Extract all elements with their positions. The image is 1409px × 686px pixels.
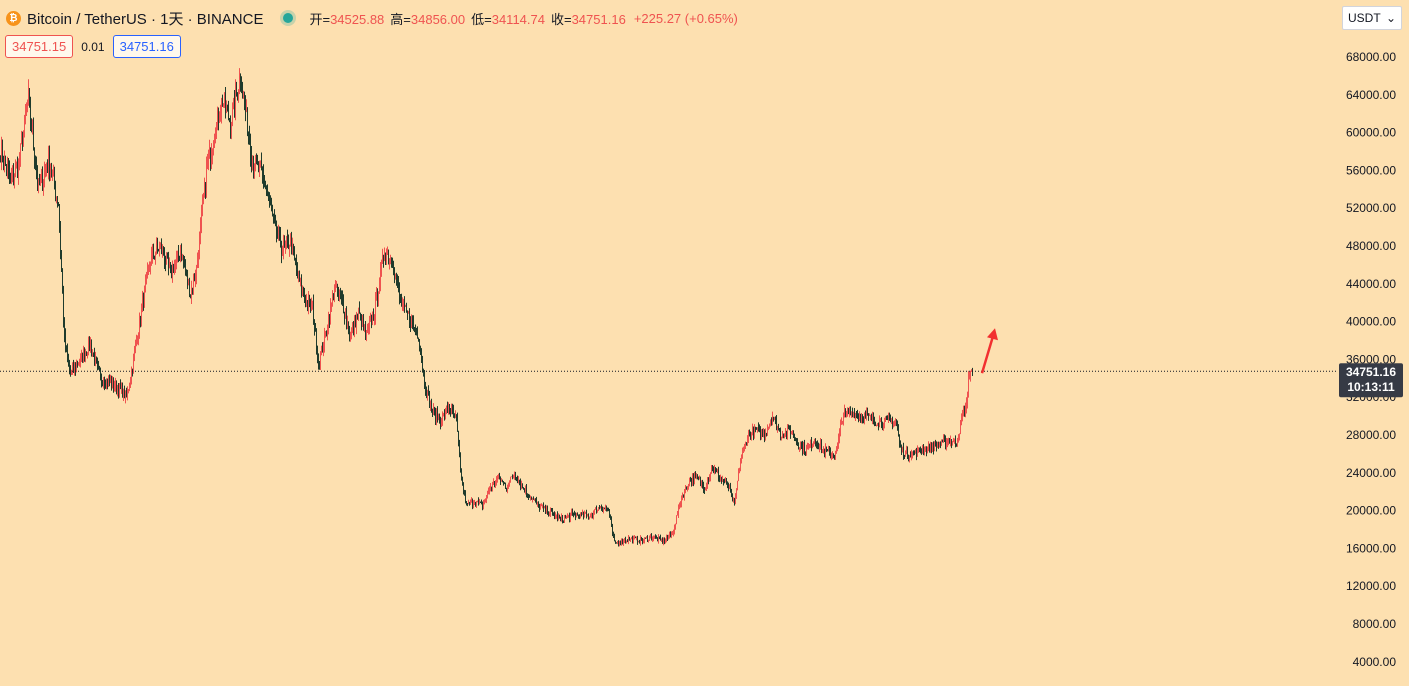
bar-countdown: 10:13:11 xyxy=(1347,380,1395,394)
price-change: +225.27 (+0.65%) xyxy=(633,10,738,26)
sell-button[interactable]: 34751.15 xyxy=(5,35,74,58)
symbol-header: ₿ Bitcoin / TetherUS · 1天 · BINANCE 开=34… xyxy=(6,7,738,29)
y-tick-label: 68000.00 xyxy=(1346,50,1396,64)
candles-group xyxy=(0,68,973,547)
y-tick-label: 60000.00 xyxy=(1346,126,1396,140)
y-tick-label: 48000.00 xyxy=(1346,239,1396,253)
y-tick-label: 40000.00 xyxy=(1346,315,1396,329)
y-tick-label: 24000.00 xyxy=(1346,466,1396,480)
y-tick-label: 20000.00 xyxy=(1346,504,1396,518)
y-tick-label: 8000.00 xyxy=(1353,617,1397,631)
high-key: 高= xyxy=(390,11,411,27)
currency-select[interactable]: USDT ⌄ xyxy=(1342,6,1402,30)
open-key: 开= xyxy=(309,11,331,27)
symbol-title[interactable]: Bitcoin / TetherUS · 1天 · BINANCE xyxy=(27,10,264,28)
quote-panel: 34751.15 0.01 34751.16 xyxy=(5,35,181,58)
last-price-value: 34751.16 xyxy=(1346,365,1396,379)
low-value: 34114.74 xyxy=(491,11,545,27)
currency-label: USDT xyxy=(1348,11,1381,25)
close-value: 34751.16 xyxy=(571,11,626,27)
spread-value: 0.01 xyxy=(81,39,105,54)
y-tick-label: 12000.00 xyxy=(1346,579,1396,593)
ohlc-values: 开=34525.88 高=34856.00 低=34114.74 收=34751… xyxy=(309,9,625,28)
y-tick-label: 36000.00 xyxy=(1346,352,1396,366)
close-key: 收= xyxy=(550,11,572,27)
chevron-down-icon: ⌄ xyxy=(1385,11,1396,25)
arrow-shaft xyxy=(980,335,995,374)
buy-button[interactable]: 34751.16 xyxy=(112,35,181,58)
open-value: 34525.88 xyxy=(330,11,385,27)
market-open-status-icon xyxy=(283,13,294,23)
y-tick-label: 44000.00 xyxy=(1346,277,1396,291)
y-tick-label: 28000.00 xyxy=(1346,428,1396,442)
y-tick-label: 52000.00 xyxy=(1346,201,1396,215)
last-price-tag: 34751.16 10:13:11 xyxy=(1339,363,1403,398)
bitcoin-icon: ₿ xyxy=(6,10,21,26)
y-tick-label: 4000.00 xyxy=(1353,655,1397,669)
y-tick-label: 16000.00 xyxy=(1346,541,1396,555)
high-value: 34856.00 xyxy=(410,11,466,27)
low-key: 低= xyxy=(471,11,492,27)
price-axis[interactable]: 4000.00 8000.00 12000.00 16000.00 20000.00 24… xyxy=(1346,50,1396,669)
arrow-head xyxy=(987,328,998,341)
trend-arrow-annotation[interactable] xyxy=(980,328,998,374)
y-tick-label: 64000.00 xyxy=(1346,88,1396,102)
y-tick-label: 56000.00 xyxy=(1346,163,1396,177)
